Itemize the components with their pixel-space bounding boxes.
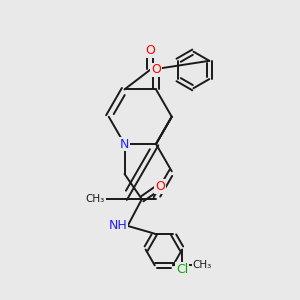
Text: NH: NH bbox=[109, 219, 128, 232]
Text: N: N bbox=[120, 137, 129, 151]
Text: O: O bbox=[155, 180, 165, 193]
Text: CH₃: CH₃ bbox=[193, 260, 212, 270]
Text: CH₃: CH₃ bbox=[86, 194, 105, 204]
Text: O: O bbox=[145, 44, 155, 57]
Text: O: O bbox=[151, 63, 161, 76]
Text: Cl: Cl bbox=[176, 262, 188, 275]
